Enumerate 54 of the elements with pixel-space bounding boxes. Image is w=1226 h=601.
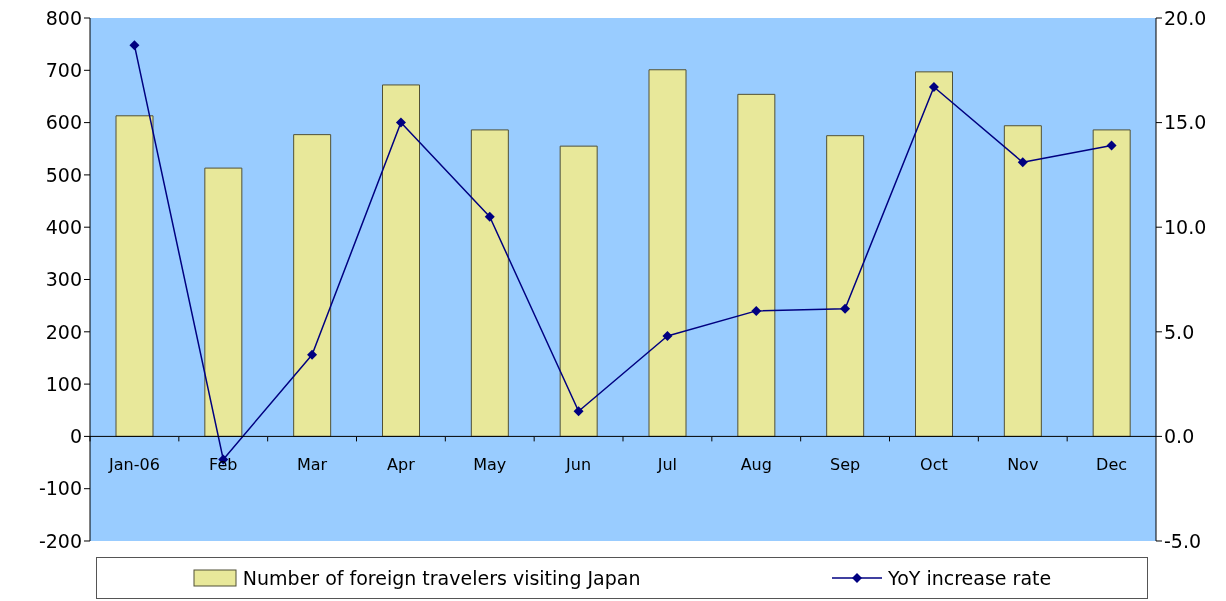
bar — [915, 71, 953, 437]
x-tick-label: Sep — [830, 455, 861, 475]
x-tick-label: Jul — [656, 455, 678, 475]
point — [751, 305, 762, 316]
bar — [737, 93, 776, 437]
point — [662, 330, 673, 341]
y2-tick-label: 20.0 — [1164, 6, 1207, 29]
point — [840, 303, 851, 314]
x-tick-label: Aug — [740, 455, 772, 475]
x-tick-label: Jan-06 — [108, 455, 160, 475]
x-tick-label: Oct — [920, 455, 948, 475]
y2-tick-label: 10.0 — [1164, 215, 1207, 238]
x-tick-label: Jun — [565, 455, 592, 475]
bar — [382, 84, 420, 437]
bar — [826, 135, 865, 437]
point — [395, 117, 406, 128]
point — [1106, 140, 1117, 151]
bar — [1003, 125, 1042, 437]
point — [129, 40, 140, 51]
x-tick-label: Nov — [1007, 455, 1039, 475]
x-tick-label: Feb — [209, 455, 238, 475]
y-tick-label: 200 — [45, 320, 82, 343]
point — [928, 82, 939, 93]
y-tick-label: -100 — [38, 477, 82, 500]
y-tick-label: 500 — [45, 163, 82, 186]
point — [484, 211, 495, 222]
point — [1017, 157, 1028, 168]
x-tick-label: Dec — [1096, 455, 1128, 475]
x-tick-label: May — [473, 455, 507, 475]
y2-tick-label: 0.0 — [1164, 425, 1195, 448]
x-tick-label: Apr — [387, 455, 416, 475]
y-tick-label: 600 — [45, 111, 82, 134]
y2-tick-label: 5.0 — [1164, 320, 1195, 343]
point — [573, 406, 584, 417]
point — [307, 349, 318, 360]
y2-tick-label: 15.0 — [1164, 111, 1207, 134]
bar — [1092, 129, 1131, 437]
y-tick-label: 300 — [45, 268, 82, 291]
bar — [559, 145, 598, 437]
legend-label: YoY increase rate — [888, 567, 1052, 589]
bar — [204, 167, 243, 437]
y-tick-label: 700 — [45, 59, 82, 82]
y2-tick-label: -5.0 — [1164, 529, 1202, 552]
bar — [293, 134, 332, 437]
bar — [470, 129, 509, 437]
y-tick-label: -200 — [38, 529, 82, 552]
y-tick-label: 0 — [69, 425, 82, 448]
x-tick-label: Mar — [296, 455, 328, 475]
bar — [648, 69, 687, 437]
legend-label: Number of foreign travelers visiting Japan — [242, 567, 641, 589]
y-tick-label: 800 — [45, 6, 82, 29]
y-tick-label: 400 — [45, 215, 82, 238]
y-tick-label: 100 — [45, 372, 82, 395]
bar — [115, 115, 154, 437]
